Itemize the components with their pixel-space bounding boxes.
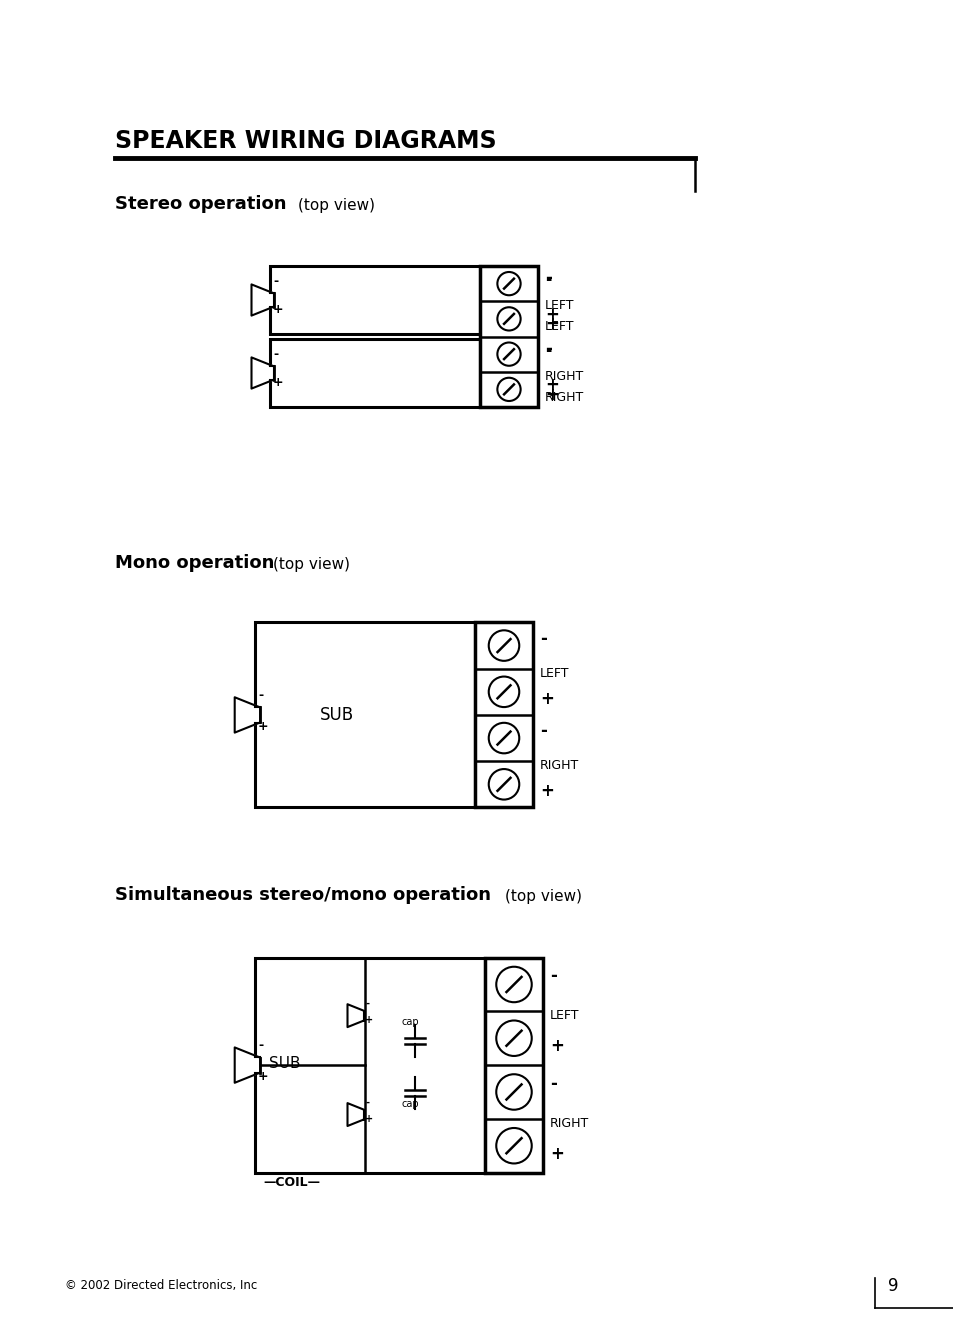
Text: LEFT: LEFT — [544, 299, 574, 313]
Text: Simultaneous stereo/mono operation: Simultaneous stereo/mono operation — [115, 886, 491, 904]
Text: -: - — [273, 275, 278, 289]
Text: +: + — [273, 303, 283, 317]
Text: +: + — [365, 1015, 374, 1024]
Text: +: + — [544, 306, 558, 325]
Text: cap: cap — [401, 1099, 418, 1109]
Bar — [479, 266, 537, 407]
Text: 9: 9 — [887, 1277, 898, 1295]
Bar — [270, 266, 479, 334]
Circle shape — [496, 967, 531, 1003]
Bar — [475, 622, 533, 807]
Circle shape — [496, 1128, 531, 1164]
Circle shape — [488, 722, 518, 753]
Polygon shape — [347, 1103, 364, 1127]
Text: -: - — [550, 967, 557, 986]
Text: +: + — [539, 690, 554, 708]
Text: -: - — [539, 722, 546, 739]
Bar — [254, 622, 475, 807]
Text: -: - — [257, 689, 263, 702]
Text: Mono operation: Mono operation — [115, 553, 274, 572]
Text: (top view): (top view) — [504, 890, 581, 904]
Text: -: - — [273, 348, 278, 360]
Text: SUB: SUB — [269, 1056, 300, 1071]
Text: -: - — [544, 340, 551, 358]
Text: Stereo operation: Stereo operation — [115, 194, 286, 213]
Text: +: + — [544, 376, 558, 395]
Text: RIGHT: RIGHT — [544, 370, 583, 383]
Bar — [484, 958, 542, 1173]
Text: RIGHT: RIGHT — [544, 391, 583, 404]
Text: LEFT: LEFT — [550, 1009, 578, 1023]
Text: +: + — [544, 386, 558, 404]
Text: LEFT: LEFT — [539, 666, 569, 680]
Polygon shape — [252, 285, 274, 315]
Polygon shape — [347, 1004, 364, 1027]
Text: +: + — [365, 1113, 374, 1124]
Text: -: - — [257, 1039, 263, 1052]
Bar — [254, 958, 484, 1173]
Bar — [270, 339, 479, 407]
Text: +: + — [273, 376, 283, 388]
Text: -: - — [539, 629, 546, 648]
Polygon shape — [234, 697, 260, 733]
Text: RIGHT: RIGHT — [550, 1117, 589, 1130]
Circle shape — [488, 630, 518, 661]
Text: +: + — [544, 315, 558, 332]
Text: +: + — [539, 782, 554, 801]
Text: RIGHT: RIGHT — [539, 759, 578, 773]
Text: -: - — [544, 343, 551, 358]
Circle shape — [496, 1020, 531, 1056]
Text: © 2002 Directed Electronics, Inc: © 2002 Directed Electronics, Inc — [65, 1279, 257, 1291]
Text: -: - — [544, 270, 551, 287]
Circle shape — [497, 378, 520, 402]
Polygon shape — [234, 1048, 260, 1083]
Circle shape — [497, 273, 520, 295]
Circle shape — [497, 307, 520, 331]
Circle shape — [496, 1075, 531, 1109]
Circle shape — [488, 769, 518, 799]
Polygon shape — [252, 358, 274, 388]
Text: -: - — [365, 999, 369, 1008]
Text: (top view): (top view) — [273, 557, 350, 572]
Text: -: - — [365, 1097, 369, 1108]
Text: +: + — [550, 1145, 563, 1162]
Text: (top view): (top view) — [297, 198, 375, 213]
Text: —COIL—: —COIL— — [263, 1176, 319, 1189]
Circle shape — [488, 677, 518, 708]
Text: -: - — [550, 1075, 557, 1093]
Text: -: - — [544, 273, 551, 287]
Circle shape — [497, 343, 520, 366]
Text: cap: cap — [401, 1017, 418, 1027]
Text: +: + — [257, 720, 269, 733]
Text: SPEAKER WIRING DIAGRAMS: SPEAKER WIRING DIAGRAMS — [115, 129, 497, 153]
Text: SUB: SUB — [319, 706, 354, 724]
Text: +: + — [257, 1071, 269, 1083]
Text: LEFT: LEFT — [544, 321, 574, 334]
Text: +: + — [550, 1037, 563, 1055]
